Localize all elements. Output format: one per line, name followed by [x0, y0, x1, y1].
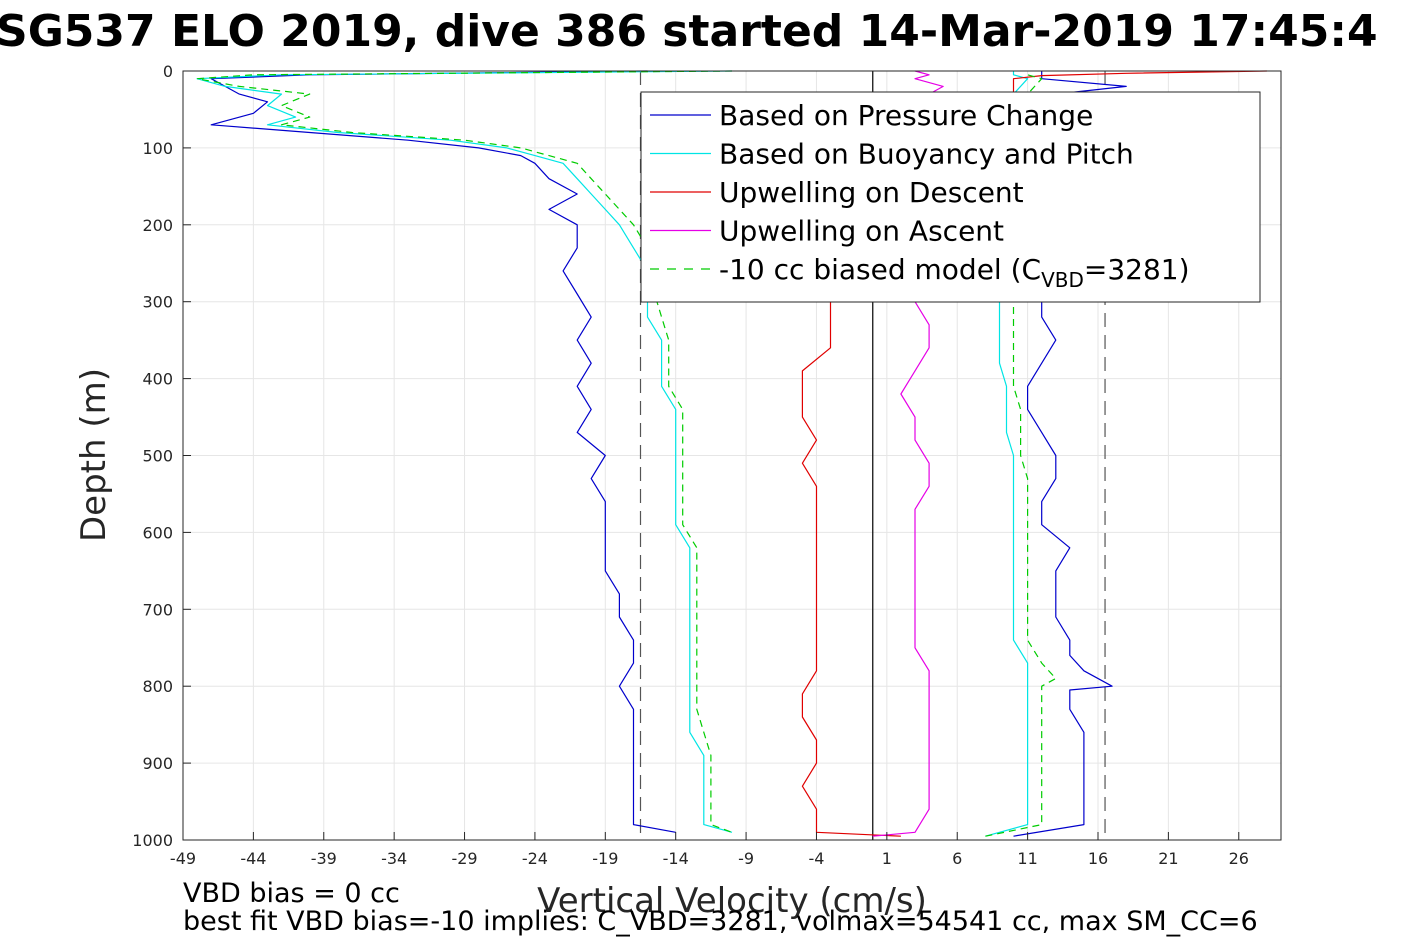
y-tick-label: 300 — [142, 293, 173, 312]
legend-entry-label: Upwelling on Ascent — [719, 215, 1004, 248]
vbd-bias-note: VBD bias = 0 cc — [183, 878, 400, 909]
chart-title: SG537 ELO 2019, dive 386 started 14-Mar-… — [0, 6, 1378, 57]
x-axis-ticks: -49 -44 -39 -34 -29 -24 -19 -14 -9 -4 1 6 11 16 21 26 — [170, 832, 1249, 868]
legend-box — [640, 91, 1261, 303]
x-tick-label: 6 — [952, 849, 962, 868]
x-tick-label: -4 — [808, 849, 824, 868]
y-axis-label: Depth (m) — [74, 368, 114, 542]
legend-entry-label: Upwelling on Descent — [719, 176, 1024, 209]
legend-entry-label: Based on Pressure Change — [719, 99, 1093, 132]
legend-entry-label: Based on Buoyancy and Pitch — [719, 138, 1134, 171]
series-layer — [196, 70, 1267, 837]
x-tick-label: 1 — [882, 849, 892, 868]
x-tick-label: 16 — [1088, 849, 1108, 868]
y-tick-label: 100 — [142, 139, 173, 158]
y-axis-ticks: 0 100 200 300 400 500 600 700 800 900 1000 — [132, 62, 191, 850]
x-axis-label: Vertical Velocity (cm/s) — [537, 881, 927, 921]
series-line-9 — [985, 71, 1057, 837]
x-tick-label: -9 — [738, 849, 754, 868]
y-tick-label: 900 — [142, 754, 173, 773]
x-tick-label: 21 — [1158, 849, 1178, 868]
y-tick-label: 500 — [142, 447, 173, 466]
series-line-8 — [196, 70, 733, 833]
y-tick-label: 400 — [142, 370, 173, 389]
series-line-6 — [872, 301, 930, 837]
legend-entry-label: -10 cc biased model (CVBD=3281) — [719, 253, 1190, 292]
series-line-4 — [801, 301, 901, 837]
x-tick-label: -34 — [381, 849, 407, 868]
x-tick-label: -24 — [522, 849, 548, 868]
series-line-2 — [196, 70, 733, 833]
x-tick-label: -14 — [663, 849, 689, 868]
series-line-0 — [210, 70, 676, 833]
x-tick-label: -19 — [592, 849, 618, 868]
x-tick-label: -44 — [240, 849, 266, 868]
x-tick-label: -29 — [451, 849, 477, 868]
x-tick-label: -49 — [170, 849, 196, 868]
series-line-5 — [1012, 70, 1267, 95]
y-tick-label: 600 — [142, 523, 173, 542]
y-tick-label: 700 — [142, 600, 173, 619]
y-tick-label: 1000 — [132, 831, 173, 850]
y-tick-label: 800 — [142, 677, 173, 696]
legend: Based on Pressure Change Based on Buoyanc… — [640, 91, 1261, 303]
best-fit-note: best fit VBD bias=-10 implies: C_VBD=328… — [183, 906, 1258, 937]
y-tick-label: 0 — [163, 62, 173, 81]
y-tick-label: 200 — [142, 216, 173, 235]
x-tick-label: 11 — [1017, 849, 1037, 868]
x-tick-label: -39 — [311, 849, 337, 868]
x-tick-label: 26 — [1229, 849, 1249, 868]
series-line-7 — [914, 70, 944, 95]
